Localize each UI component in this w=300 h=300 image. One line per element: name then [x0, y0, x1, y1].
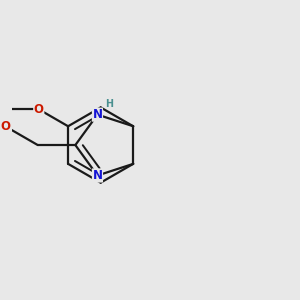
Text: N: N	[92, 169, 103, 182]
Text: O: O	[34, 103, 44, 116]
Text: O: O	[0, 120, 10, 133]
Text: N: N	[92, 108, 103, 121]
Text: H: H	[105, 99, 113, 109]
